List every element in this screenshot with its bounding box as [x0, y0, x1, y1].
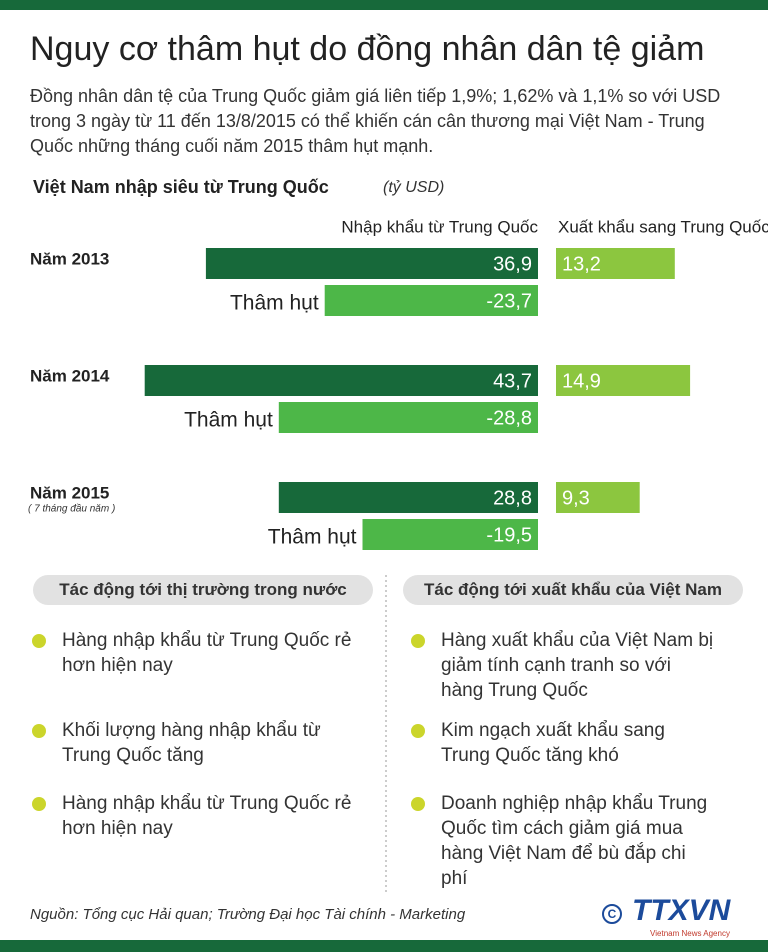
bar	[556, 482, 640, 513]
bar	[205, 248, 538, 279]
bullet	[411, 724, 425, 738]
value-label: 36,9	[493, 253, 532, 275]
bar	[278, 482, 538, 513]
top-stripe	[0, 0, 768, 10]
category-label: Năm 2015	[30, 483, 109, 502]
bullet-item: Khối lượng hàng nhập khẩu từ Trung Quốc …	[62, 720, 321, 766]
bullet	[32, 797, 46, 811]
value-label: -19,5	[486, 524, 532, 546]
subtitle: Đồng nhân dân tệ của Trung Quốc giảm giá…	[30, 86, 721, 156]
category-label: Năm 2013	[30, 249, 109, 268]
value-label: 28,8	[493, 487, 532, 509]
bar	[556, 365, 691, 396]
source: Nguồn: Tổng cục Hải quan; Trường Đại học…	[30, 906, 466, 923]
value-label: 14,9	[562, 370, 601, 392]
series-header: Nhập khẩu từ Trung Quốc	[341, 217, 538, 236]
value-label: 9,3	[562, 487, 590, 509]
bottom-stripe	[0, 940, 768, 952]
bullet	[411, 634, 425, 648]
bar	[362, 519, 538, 550]
chart-title: Việt Nam nhập siêu từ Trung Quốc	[33, 177, 329, 197]
bar	[144, 365, 538, 396]
deficit-label: Thâm hụt	[268, 526, 357, 549]
bullet-item: Doanh nghiệp nhập khẩu Trung Quốc tìm cá…	[441, 793, 708, 889]
value-label: 13,2	[562, 253, 601, 275]
value-label: -23,7	[486, 290, 532, 312]
chart-unit: (tỷ USD)	[383, 179, 444, 196]
deficit-label: Thâm hụt	[184, 409, 273, 432]
series-header: Xuất khẩu sang Trung Quốc	[558, 217, 768, 236]
panel-title: Tác động tới thị trường trong nước	[33, 575, 373, 605]
logo-name: TTXVN	[632, 894, 732, 927]
bullet	[411, 797, 425, 811]
copyright-icon	[602, 904, 622, 924]
bar	[278, 402, 538, 433]
bullet-item: Kim ngạch xuất khẩu sang Trung Quốc tăng…	[441, 720, 665, 766]
bullet	[32, 634, 46, 648]
title: Nguy cơ thâm hụt do đồng nhân dân tệ giả…	[30, 30, 705, 68]
bullet	[32, 724, 46, 738]
category-note: ( 7 tháng đầu năm )	[28, 503, 115, 515]
bullet-item: Hàng nhập khẩu từ Trung Quốc rẻ hơn hiện…	[62, 630, 352, 676]
copyright-c: C	[608, 907, 617, 921]
value-label: -28,8	[486, 407, 532, 429]
logo-sub: Vietnam News Agency	[650, 929, 730, 938]
value-label: 43,7	[493, 370, 532, 392]
panel-title: Tác động tới xuất khẩu của Việt Nam	[403, 575, 743, 605]
bar	[324, 285, 538, 316]
bar	[556, 248, 675, 279]
bullet-item: Hàng nhập khẩu từ Trung Quốc rẻ hơn hiện…	[62, 793, 352, 839]
deficit-label: Thâm hụt	[230, 292, 319, 315]
bullet-item: Hàng xuất khẩu của Việt Nam bị giảm tính…	[441, 630, 714, 701]
category-label: Năm 2014	[30, 366, 110, 385]
